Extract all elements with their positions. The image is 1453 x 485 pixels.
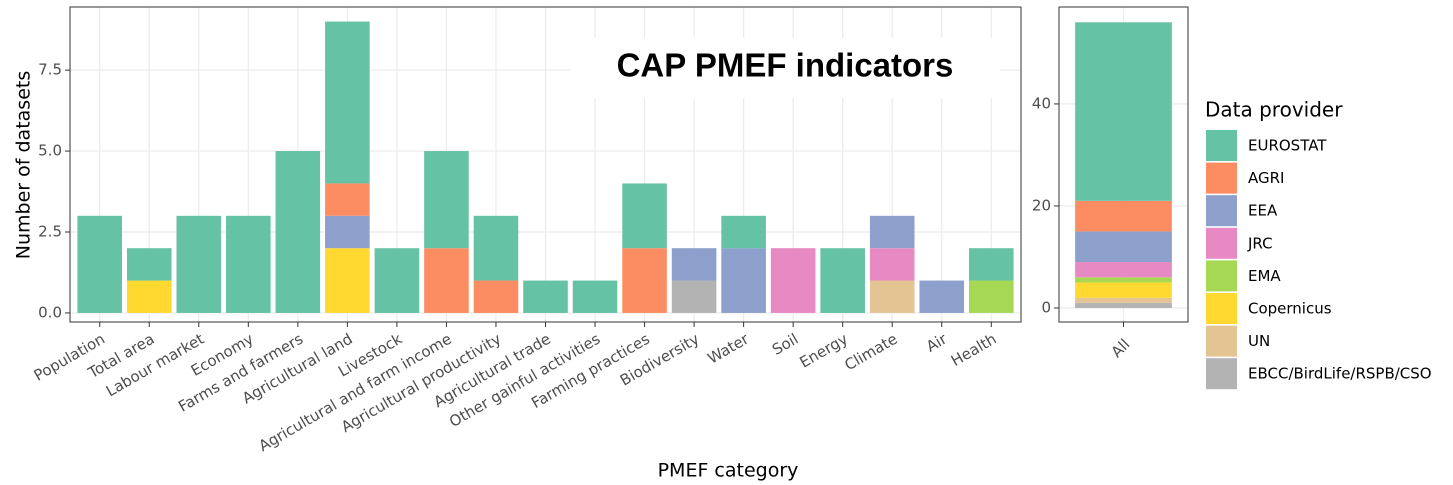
x-tick-label: Energy xyxy=(796,330,851,372)
bar-segment xyxy=(1075,262,1172,278)
x-tick-label: All xyxy=(1108,335,1134,361)
bar-segment xyxy=(374,248,420,313)
legend-label: AGRI xyxy=(1248,169,1284,187)
y-tick-label: 40 xyxy=(1032,94,1051,112)
legend-swatch xyxy=(1206,293,1237,324)
bar-segment xyxy=(325,248,370,313)
bar-segment xyxy=(1075,231,1172,263)
legend-title: Data provider xyxy=(1205,98,1343,122)
legend-label: JRC xyxy=(1247,234,1273,252)
bar-segment xyxy=(572,280,618,313)
bar-segment xyxy=(820,248,865,313)
bar-segment xyxy=(869,215,915,249)
y-axis-label: Number of datasets xyxy=(13,71,35,259)
bar-segment xyxy=(325,215,370,249)
chart-title: CAP PMEF indicators xyxy=(617,47,954,84)
bar-segment xyxy=(721,215,766,249)
bar-segment xyxy=(77,215,123,313)
bar-segment xyxy=(919,280,965,313)
x-tick-label: Health xyxy=(948,330,1000,370)
bar-segment xyxy=(770,248,816,313)
bar-segment xyxy=(1075,277,1172,283)
legend-label: EUROSTAT xyxy=(1248,137,1327,155)
legend-label: UN xyxy=(1248,332,1270,350)
bar-segment xyxy=(424,151,469,249)
bar-segment xyxy=(869,280,915,313)
bar-segment xyxy=(325,21,370,184)
bar-segment xyxy=(523,280,568,313)
bar-segment xyxy=(1075,297,1172,303)
x-axis-label: PMEF category xyxy=(658,460,799,482)
bar-segment xyxy=(325,183,370,216)
legend-label: EBCC/BirdLife/RSPB/CSO xyxy=(1248,365,1432,383)
bar-segment xyxy=(622,183,667,249)
bar-segment xyxy=(226,215,271,313)
legend-label: EEA xyxy=(1248,202,1278,220)
bar-segment xyxy=(126,248,172,281)
bar-segment xyxy=(1075,22,1172,201)
bar-segment xyxy=(869,248,915,281)
y-tick-label: 0 xyxy=(1041,298,1051,316)
legend-label: EMA xyxy=(1248,267,1281,285)
legend-label: Copernicus xyxy=(1248,300,1332,318)
legend-swatch xyxy=(1206,358,1237,390)
legend-swatch xyxy=(1206,195,1237,227)
y-tick-label: 7.5 xyxy=(38,61,62,79)
panel-border xyxy=(69,6,1022,323)
y-tick-label: 5.0 xyxy=(38,142,62,160)
bar-segment xyxy=(1075,282,1172,298)
legend-swatch xyxy=(1206,260,1237,292)
y-tick-label: 0.0 xyxy=(38,303,62,321)
x-tick-label: Climate xyxy=(841,330,900,374)
x-tick-label: Water xyxy=(704,329,752,367)
title-background xyxy=(570,38,1000,98)
x-tick-label: Soil xyxy=(769,330,801,359)
legend-swatch xyxy=(1206,227,1237,259)
bar-segment xyxy=(968,280,1014,313)
bar-segment xyxy=(968,248,1014,281)
bar-segment xyxy=(473,280,519,313)
panel-border xyxy=(1058,6,1189,323)
bar-segment xyxy=(424,248,469,313)
legend-swatch xyxy=(1206,130,1237,161)
bar-segment xyxy=(622,248,667,313)
bar-segment xyxy=(176,215,222,313)
bar-segment xyxy=(671,248,717,281)
bar-segment xyxy=(126,280,172,313)
x-tick-label: Air xyxy=(923,329,951,355)
y-tick-label: 20 xyxy=(1032,196,1051,214)
bar-segment xyxy=(1075,302,1172,308)
bar-segment xyxy=(473,215,519,281)
bar-segment xyxy=(671,280,717,313)
legend-swatch xyxy=(1206,162,1237,194)
bar-segment xyxy=(721,248,766,313)
y-tick-label: 2.5 xyxy=(38,223,62,241)
bar-segment xyxy=(1075,200,1172,232)
bar-segment xyxy=(275,151,321,313)
legend-swatch xyxy=(1206,325,1237,357)
